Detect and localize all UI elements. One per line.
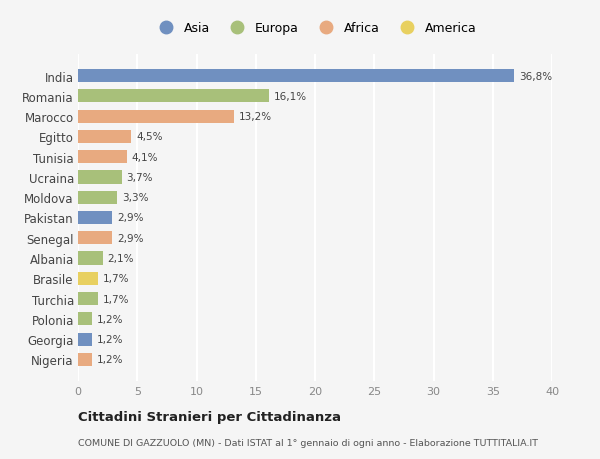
Bar — [78, 333, 92, 346]
Text: COMUNE DI GAZZUOLO (MN) - Dati ISTAT al 1° gennaio di ogni anno - Elaborazione T: COMUNE DI GAZZUOLO (MN) - Dati ISTAT al … — [78, 438, 538, 447]
Bar — [78, 252, 103, 265]
Text: 2,1%: 2,1% — [107, 253, 134, 263]
Bar — [78, 110, 235, 123]
Text: 4,5%: 4,5% — [136, 132, 163, 142]
Text: 1,2%: 1,2% — [97, 314, 124, 324]
Text: 2,9%: 2,9% — [117, 233, 143, 243]
Text: 1,7%: 1,7% — [103, 294, 130, 304]
Bar — [78, 70, 514, 83]
Bar — [78, 151, 127, 164]
Bar — [78, 313, 92, 326]
Text: 1,7%: 1,7% — [103, 274, 130, 284]
Bar — [78, 90, 269, 103]
Text: 4,1%: 4,1% — [131, 152, 158, 162]
Bar — [78, 171, 122, 184]
Text: 36,8%: 36,8% — [519, 72, 552, 81]
Text: 1,2%: 1,2% — [97, 334, 124, 344]
Text: 2,9%: 2,9% — [117, 213, 143, 223]
Bar — [78, 212, 112, 224]
Text: Cittadini Stranieri per Cittadinanza: Cittadini Stranieri per Cittadinanza — [78, 410, 341, 423]
Legend: Asia, Europa, Africa, America: Asia, Europa, Africa, America — [154, 22, 476, 35]
Bar — [78, 292, 98, 306]
Text: 1,2%: 1,2% — [97, 355, 124, 364]
Bar — [78, 353, 92, 366]
Text: 13,2%: 13,2% — [239, 112, 272, 122]
Text: 16,1%: 16,1% — [274, 92, 307, 102]
Bar — [78, 130, 131, 144]
Bar — [78, 272, 98, 285]
Bar — [78, 191, 117, 204]
Bar — [78, 232, 112, 245]
Text: 3,3%: 3,3% — [122, 193, 148, 203]
Text: 3,7%: 3,7% — [127, 173, 153, 183]
